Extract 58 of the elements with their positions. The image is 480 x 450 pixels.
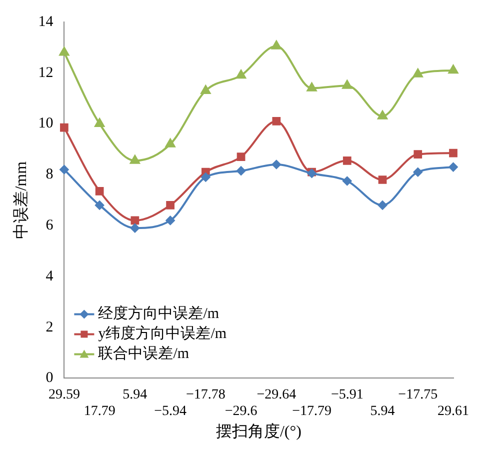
- point: [414, 150, 422, 158]
- x-tick-label: 5.94: [122, 387, 148, 402]
- point: [165, 138, 176, 148]
- point: [378, 200, 388, 210]
- x-tick-label: −17.75: [398, 387, 438, 402]
- legend-label: 联合中误差/m: [98, 345, 190, 362]
- x-tick-label: 29.59: [48, 387, 80, 402]
- point: [130, 224, 140, 233]
- point: [342, 80, 352, 89]
- point: [166, 201, 174, 210]
- legend-label: y纬度方向中误差/m: [98, 325, 227, 342]
- point: [272, 160, 281, 169]
- point: [95, 200, 104, 210]
- y-tick-label: 10: [38, 116, 54, 132]
- point: [378, 110, 388, 120]
- x-tick-label: 17.79: [84, 404, 116, 420]
- point: [449, 148, 458, 158]
- x-tick-label: −17.79: [292, 404, 332, 420]
- y-tick-label: 0: [46, 370, 54, 386]
- point: [236, 70, 246, 79]
- point: [60, 123, 68, 132]
- point: [272, 117, 281, 126]
- x-tick-label: −17.78: [186, 387, 226, 402]
- point: [272, 40, 282, 50]
- point: [412, 68, 423, 78]
- point: [130, 216, 140, 225]
- point: [306, 82, 317, 92]
- point: [448, 64, 458, 74]
- x-tick-label: 29.61: [438, 404, 469, 420]
- point: [94, 118, 104, 128]
- x-axis-title: 摆扫角度/(°): [216, 422, 302, 441]
- point: [448, 162, 458, 172]
- legend-label: 经度方向中误差/m: [98, 305, 220, 322]
- y-axis-title: 中误差/mm: [12, 160, 30, 239]
- x-tick-label: −29.6: [224, 404, 258, 420]
- point: [342, 156, 352, 165]
- point: [200, 85, 211, 94]
- point: [130, 155, 140, 164]
- x-tick-label: −5.91: [330, 387, 364, 402]
- y-tick-label: 8: [46, 166, 54, 183]
- point: [60, 165, 69, 174]
- y-tick-label: 12: [38, 64, 54, 81]
- point: [166, 216, 175, 225]
- y-tick-label: 2: [46, 319, 54, 336]
- x-tick-label: −5.94: [154, 404, 187, 420]
- point: [95, 187, 104, 196]
- point: [201, 172, 210, 182]
- point: [236, 166, 246, 176]
- y-tick-label: 4: [46, 268, 54, 284]
- point: [413, 168, 422, 177]
- y-tick-label: 6: [46, 217, 54, 234]
- y-tick-label: 14: [38, 14, 54, 30]
- x-tick-label: −29.64: [256, 387, 296, 402]
- point: [342, 176, 352, 186]
- point: [378, 176, 387, 184]
- x-tick-label: 5.94: [370, 404, 395, 420]
- point: [59, 47, 70, 56]
- point: [236, 152, 246, 162]
